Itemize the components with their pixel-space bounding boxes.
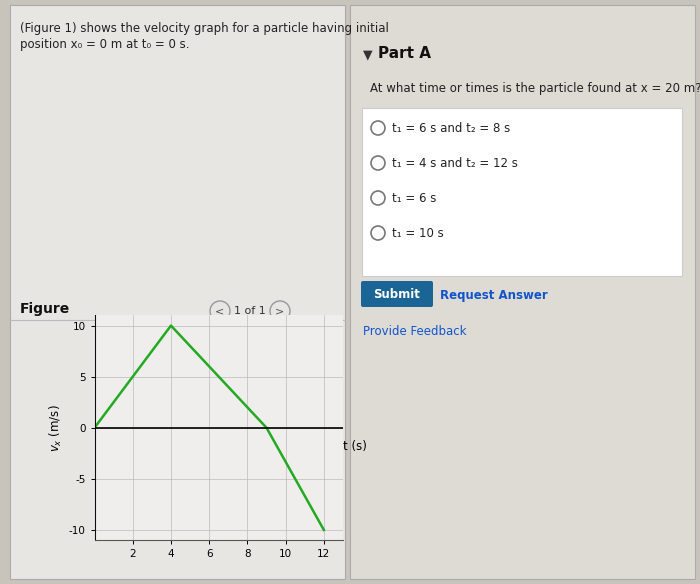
Text: t₁ = 4 s and t₂ = 12 s: t₁ = 4 s and t₂ = 12 s [392, 157, 518, 170]
Text: <: < [216, 306, 225, 316]
FancyBboxPatch shape [350, 5, 695, 579]
Text: t₁ = 10 s: t₁ = 10 s [392, 227, 444, 240]
Text: At what time or times is the particle found at x = 20 m?: At what time or times is the particle fo… [370, 82, 700, 95]
Text: t (s): t (s) [343, 440, 367, 453]
Y-axis label: $v_x$ (m/s): $v_x$ (m/s) [48, 404, 64, 451]
Text: t₁ = 6 s: t₁ = 6 s [392, 192, 436, 205]
FancyBboxPatch shape [362, 108, 682, 276]
FancyBboxPatch shape [10, 5, 345, 579]
Text: Provide Feedback: Provide Feedback [363, 325, 466, 338]
Text: >: > [275, 306, 285, 316]
Text: Part A: Part A [378, 46, 431, 61]
Text: t₁ = 6 s and t₂ = 8 s: t₁ = 6 s and t₂ = 8 s [392, 122, 510, 135]
Text: Figure: Figure [20, 302, 70, 316]
Text: ▼: ▼ [363, 48, 372, 61]
Text: Request Answer: Request Answer [440, 288, 547, 301]
Text: Submit: Submit [374, 288, 421, 301]
FancyBboxPatch shape [361, 281, 433, 307]
Text: position x₀ = 0 m at t₀ = 0 s.: position x₀ = 0 m at t₀ = 0 s. [20, 38, 190, 51]
Text: (Figure 1) shows the velocity graph for a particle having initial: (Figure 1) shows the velocity graph for … [20, 22, 389, 35]
Text: 1 of 1: 1 of 1 [234, 306, 266, 316]
